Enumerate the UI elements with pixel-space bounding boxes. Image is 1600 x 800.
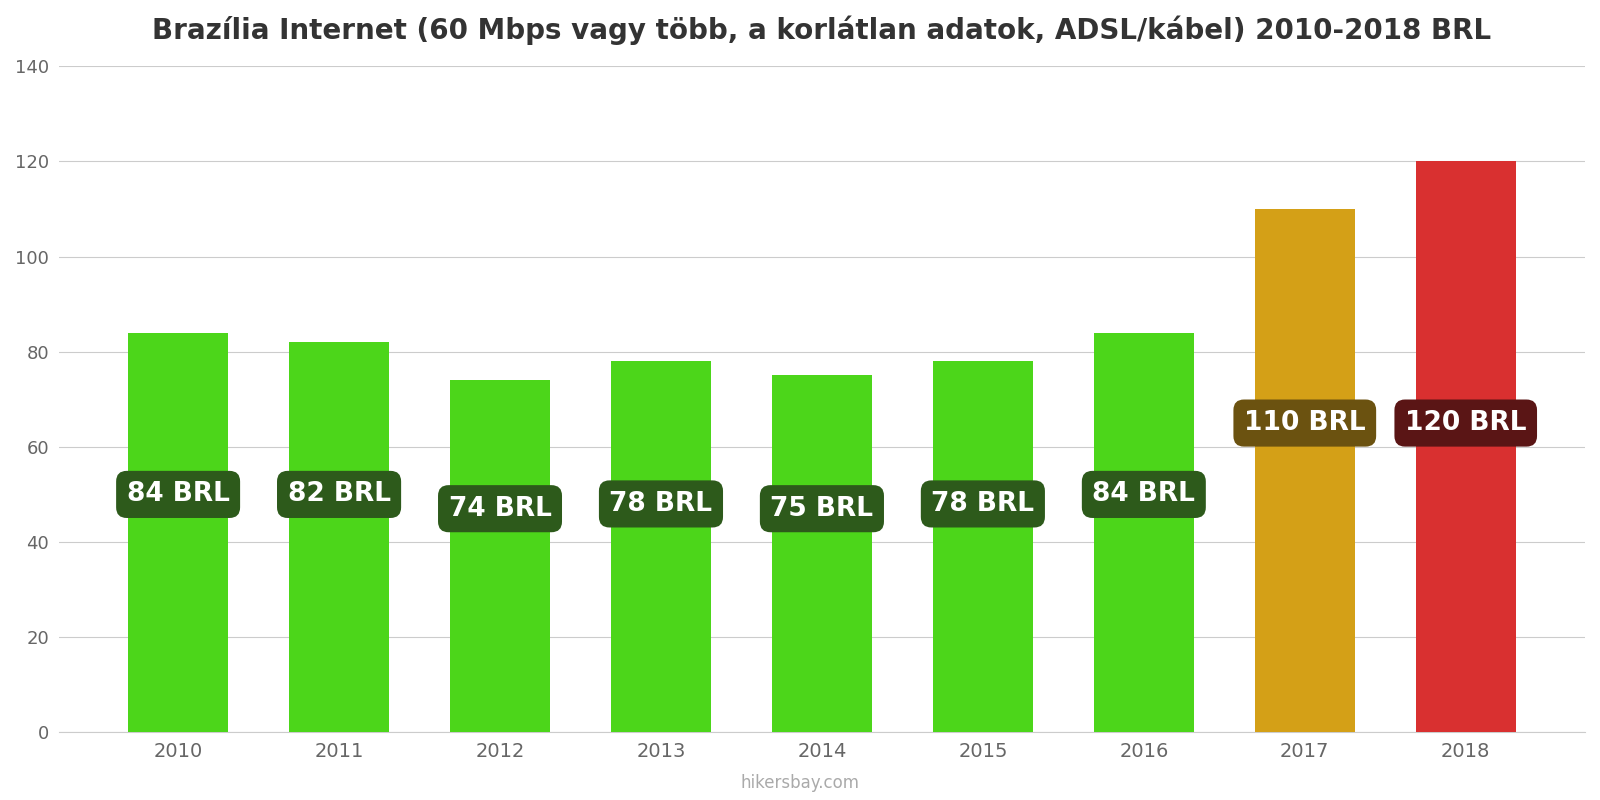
Bar xyxy=(933,362,1032,732)
Bar xyxy=(450,380,550,732)
Bar xyxy=(611,362,710,732)
Bar xyxy=(1254,209,1355,732)
Text: 74 BRL: 74 BRL xyxy=(448,496,552,522)
Bar xyxy=(1094,333,1194,732)
Text: hikersbay.com: hikersbay.com xyxy=(741,774,859,792)
Text: 78 BRL: 78 BRL xyxy=(610,491,712,517)
Text: 84 BRL: 84 BRL xyxy=(126,482,229,507)
Bar xyxy=(290,342,389,732)
Text: 75 BRL: 75 BRL xyxy=(771,496,874,522)
Bar xyxy=(773,375,872,732)
Text: 120 BRL: 120 BRL xyxy=(1405,410,1526,436)
Text: 82 BRL: 82 BRL xyxy=(288,482,390,507)
Text: 110 BRL: 110 BRL xyxy=(1243,410,1365,436)
Text: 84 BRL: 84 BRL xyxy=(1093,482,1195,507)
Bar xyxy=(128,333,229,732)
Bar xyxy=(1416,162,1515,732)
Title: Brazília Internet (60 Mbps vagy több, a korlátlan adatok, ADSL/kábel) 2010-2018 : Brazília Internet (60 Mbps vagy több, a … xyxy=(152,15,1491,45)
Text: 78 BRL: 78 BRL xyxy=(931,491,1034,517)
